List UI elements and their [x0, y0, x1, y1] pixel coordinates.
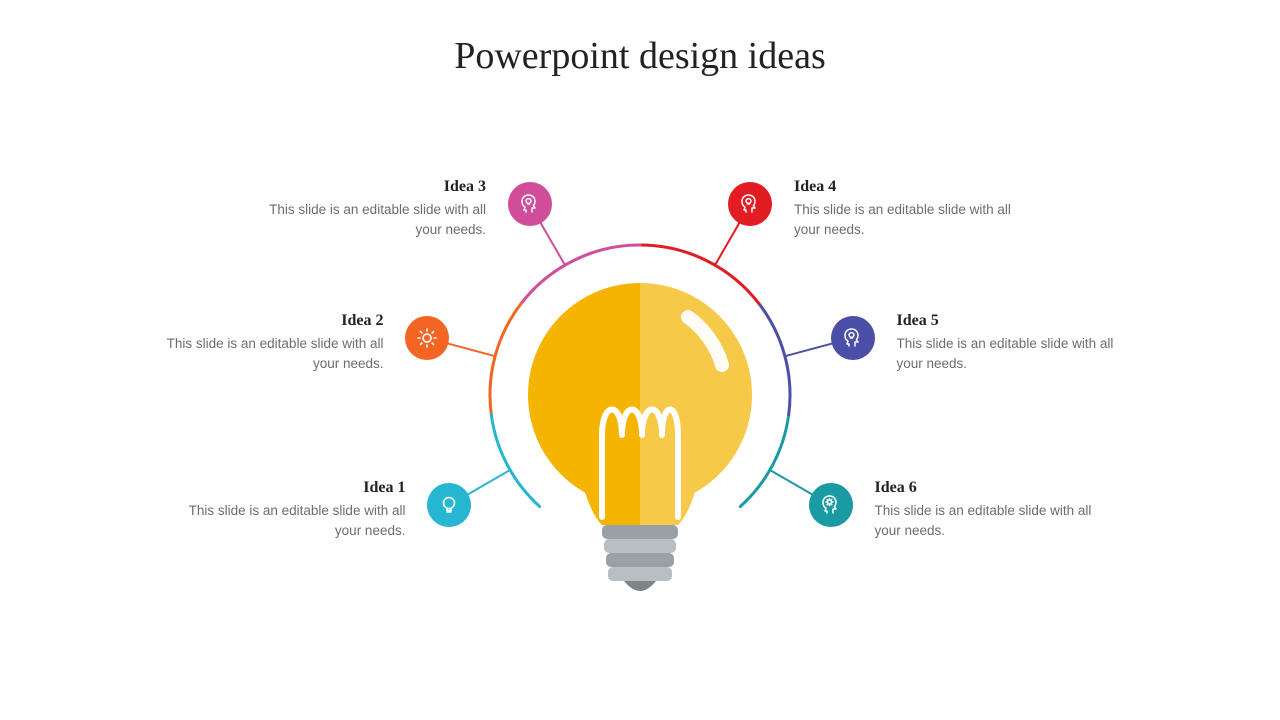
idea-label-idea1: Idea 1 This slide is an editable slide wi…: [175, 479, 405, 540]
idea-desc: This slide is an editable slide with all…: [875, 501, 1105, 540]
idea-desc: This slide is an editable slide with all…: [256, 200, 486, 239]
head-bulb-icon: [841, 326, 865, 350]
idea-node-idea6: [809, 483, 853, 527]
idea-desc: This slide is an editable slide with all…: [897, 334, 1127, 373]
idea-label-idea6: Idea 6 This slide is an editable slide wi…: [875, 479, 1105, 540]
idea-title: Idea 4: [794, 178, 1024, 196]
idea-label-idea3: Idea 3 This slide is an editable slide wi…: [256, 178, 486, 239]
idea-title: Idea 6: [875, 479, 1105, 497]
head-bulb-icon: [518, 192, 542, 216]
idea-label-idea2: Idea 2 This slide is an editable slide wi…: [153, 312, 383, 373]
idea-title: Idea 3: [256, 178, 486, 196]
idea-label-idea4: Idea 4 This slide is an editable slide wi…: [794, 178, 1024, 239]
head-gear-icon: [819, 493, 843, 517]
idea-title: Idea 5: [897, 312, 1127, 330]
bulb-rays-icon: [415, 326, 439, 350]
idea-desc: This slide is an editable slide with all…: [794, 200, 1024, 239]
head-bulb-icon: [738, 192, 762, 216]
idea-node-idea5: [831, 316, 875, 360]
idea-desc: This slide is an editable slide with all…: [175, 501, 405, 540]
idea-title: Idea 2: [153, 312, 383, 330]
idea-label-idea5: Idea 5 This slide is an editable slide wi…: [897, 312, 1127, 373]
slide-root: Powerpoint design ideas Idea 1This slide…: [0, 0, 1280, 720]
bulb-outline-icon: [437, 493, 461, 517]
idea-title: Idea 1: [175, 479, 405, 497]
idea-desc: This slide is an editable slide with all…: [153, 334, 383, 373]
